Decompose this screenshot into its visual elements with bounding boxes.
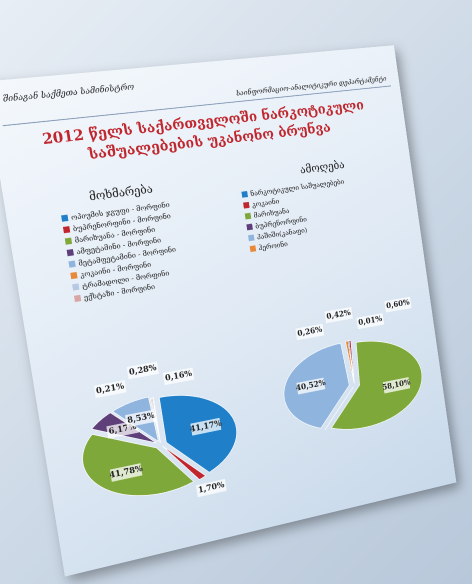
chart: შინაგან საქმეთა სამინისტრო საინფორმაციო-… xyxy=(0,45,456,576)
legend-swatch xyxy=(61,215,68,222)
legend-swatch xyxy=(65,238,72,245)
legend-swatch xyxy=(72,283,79,290)
legend-swatch xyxy=(68,261,75,268)
legend-swatch xyxy=(243,202,250,209)
legend-swatch xyxy=(246,224,253,231)
legend-swatch xyxy=(74,295,81,302)
legend-swatch xyxy=(70,272,77,279)
legend-label: ნარკოტიკული საშუალებები xyxy=(250,177,345,198)
pie-title: მოხმარება xyxy=(88,182,153,203)
legend-label: ჰეროინი xyxy=(258,239,288,252)
legend-swatch xyxy=(250,245,257,252)
chart-title: 2012 წელს საქართველოში ნარკოტიკული საშუა… xyxy=(37,96,372,171)
legend-swatch xyxy=(67,249,74,256)
legend-swatch xyxy=(241,191,248,198)
slide: შინაგან საქმეთა სამინისტრო საინფორმაციო-… xyxy=(0,45,456,576)
legend-swatch xyxy=(63,226,70,233)
pie-title: ამოღება xyxy=(299,158,345,176)
page: შინაგან საქმეთა სამინისტრო საინფორმაციო-… xyxy=(0,0,472,584)
legend-swatch xyxy=(248,234,255,241)
legend-swatch xyxy=(245,213,252,220)
ministry: შინაგან საქმეთა სამინისტრო xyxy=(2,81,135,104)
